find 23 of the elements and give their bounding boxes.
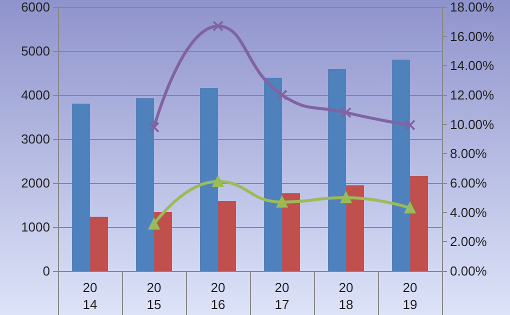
x-tick-label: 20 19 [402, 280, 418, 312]
y-tick-label: 0 [42, 264, 50, 278]
y2-tick-label: 14.00% [450, 58, 495, 74]
y-tick-label: 4000 [21, 88, 50, 102]
x-tick-label: 20 16 [210, 280, 226, 312]
y2-tick-label: 10.00% [450, 116, 495, 132]
y2-tick-label: 0.00% [450, 264, 488, 278]
x-tick-label: 20 18 [338, 280, 354, 312]
x-tick-label: 20 15 [146, 280, 162, 312]
y-tick-label: 6000 [21, 0, 50, 14]
y-tick-label: 3000 [21, 132, 50, 146]
y2-tick-label: 12.00% [450, 88, 495, 102]
y2-tick-label: 2.00% [450, 234, 488, 250]
x-tick-label: 20 14 [82, 280, 98, 312]
y2-tick-label: 8.00% [450, 146, 488, 162]
y-tick-label: 5000 [21, 44, 50, 58]
y2-tick-label: 18.00% [450, 0, 495, 14]
y2-tick-label: 6.00% [450, 176, 488, 190]
y2-tick-label: 16.00% [450, 28, 495, 44]
y-tick-label: 2000 [21, 176, 50, 190]
y2-tick-label: 4.00% [450, 204, 488, 220]
y-tick-label: 1000 [21, 220, 50, 234]
x-tick-label: 20 17 [274, 280, 290, 312]
